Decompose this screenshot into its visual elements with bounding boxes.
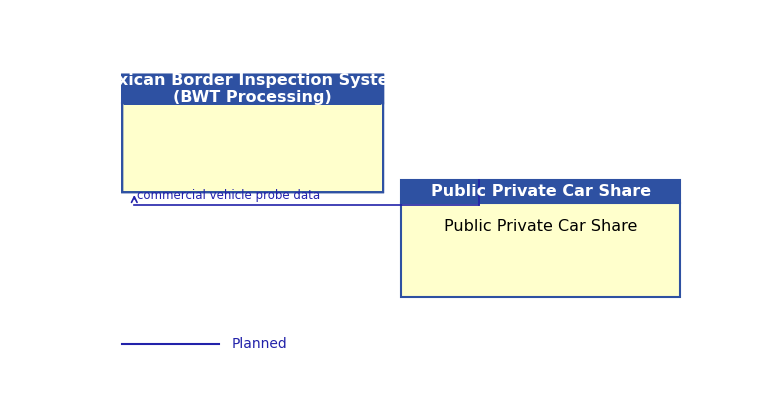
Text: Public Private Car Share: Public Private Car Share bbox=[444, 219, 637, 234]
Bar bbox=[124, 91, 382, 103]
Text: Mexican Border Inspection Systems
(BWT Processing): Mexican Border Inspection Systems (BWT P… bbox=[91, 73, 414, 105]
FancyBboxPatch shape bbox=[122, 75, 383, 192]
FancyBboxPatch shape bbox=[122, 75, 383, 103]
Bar bbox=[402, 180, 680, 203]
Bar bbox=[124, 101, 381, 105]
Text: Public Private Car Share: Public Private Car Share bbox=[431, 184, 651, 199]
Text: commercial vehicle probe data: commercial vehicle probe data bbox=[137, 189, 320, 202]
Text: Planned: Planned bbox=[232, 337, 287, 351]
Bar bbox=[402, 180, 680, 297]
